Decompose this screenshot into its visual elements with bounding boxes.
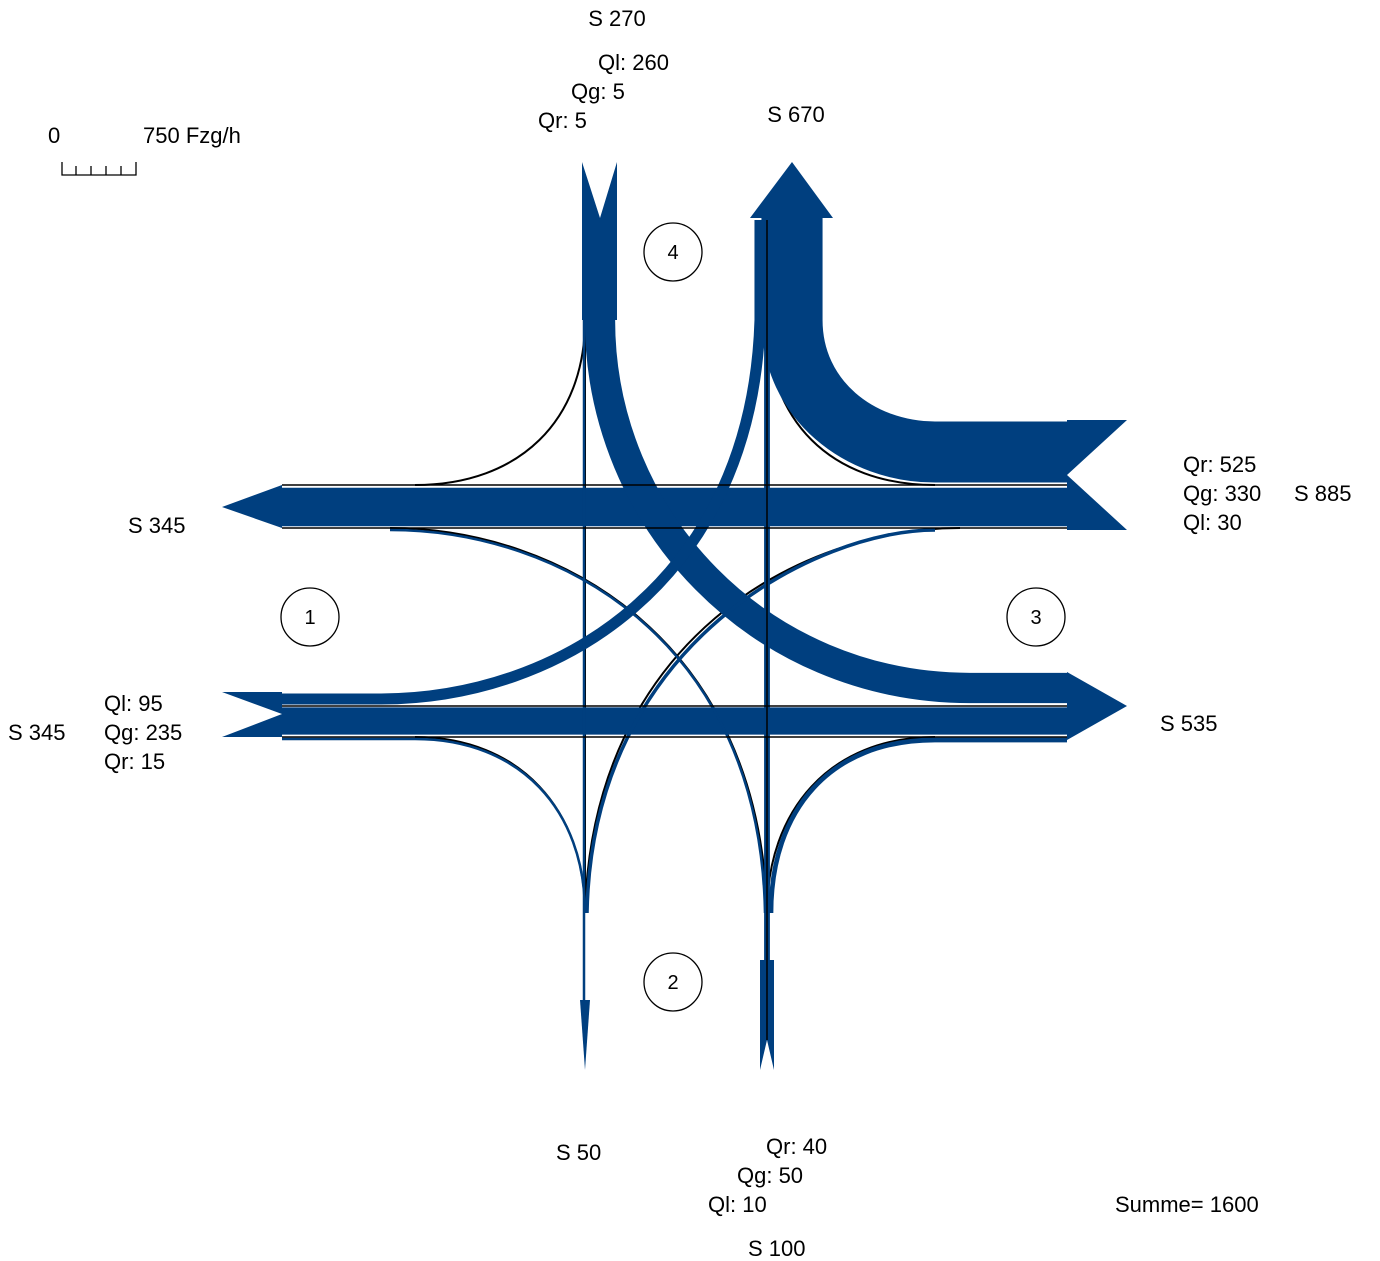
- flow-east-to-south-band: [585, 528, 936, 914]
- west-sum-in: S 345: [8, 720, 66, 745]
- east-exit-arrowhead: [1067, 672, 1127, 740]
- node-circle-east: [1006, 587, 1066, 647]
- node-number-south: 2: [667, 972, 678, 994]
- node-circle-north: [643, 222, 703, 282]
- flow-south-to-east-band: [768, 737, 1067, 914]
- flow-west-to-north-band: [282, 220, 766, 705]
- flow-bands: [282, 218, 1067, 1040]
- west-qg: Qg: 235: [104, 720, 182, 745]
- flow-east-to-north-band: [761, 218, 1067, 483]
- east-ql: Ql: 30: [1183, 510, 1242, 535]
- west-exit-arrowhead: [222, 485, 282, 528]
- west-ql: Ql: 95: [104, 691, 163, 716]
- east-arm-labels: Qr: 525 Qg: 330 S 885 Ql: 30 S 535: [1160, 452, 1352, 736]
- scale-zero-label: 0: [48, 123, 60, 148]
- node-number-north: 4: [667, 242, 678, 264]
- north-sum-out: S 670: [767, 102, 825, 127]
- south-exit-arrowhead: [580, 1000, 590, 1070]
- scale-ticks: [61, 162, 137, 176]
- south-sum-out: S 50: [556, 1140, 601, 1165]
- node-markers: 1 2 3 4: [280, 222, 1066, 1012]
- flow-north-to-east-band: [584, 319, 1067, 704]
- north-exit-arrowhead: [750, 162, 833, 218]
- east-qr: Qr: 525: [1183, 452, 1256, 477]
- east-sum-in: S 885: [1294, 481, 1352, 506]
- flow-west-to-south-band: [282, 737, 587, 914]
- east-entry-notch: [1067, 420, 1127, 530]
- west-sum-out: S 345: [128, 513, 186, 538]
- outline-se-corner: [766, 736, 936, 914]
- node-circle-west: [280, 587, 340, 647]
- lane-lines: [282, 220, 1067, 1040]
- north-qr: Qr: 5: [538, 108, 587, 133]
- north-ql: Ql: 260: [598, 50, 669, 75]
- west-entry-notch: [222, 692, 282, 737]
- flow-south-to-west-band: [389, 528, 767, 914]
- north-entry-notch: [582, 162, 617, 320]
- south-qr: Qr: 40: [766, 1134, 827, 1159]
- north-arm-labels: S 270 Ql: 260 Qg: 5 Qr: 5 S 670: [538, 6, 825, 133]
- east-qg: Qg: 330: [1183, 481, 1261, 506]
- node-number-west: 1: [304, 607, 315, 629]
- west-arm-labels: S 345 Ql: 95 S 345 Qg: 235 Qr: 15: [8, 513, 186, 774]
- south-qg: Qg: 50: [737, 1163, 803, 1188]
- south-sum-in: S 100: [748, 1236, 806, 1261]
- east-sum-out: S 535: [1160, 711, 1218, 736]
- total-sum: Summe= 1600: [1115, 1192, 1259, 1217]
- arm-arrows: [222, 162, 1127, 1070]
- west-qr: Qr: 15: [104, 749, 165, 774]
- outline-sw-corner: [414, 736, 586, 914]
- north-qg: Qg: 5: [571, 79, 625, 104]
- node-number-east: 3: [1030, 607, 1041, 629]
- south-arm-labels: S 50 Qr: 40 Qg: 50 Ql: 10 S 100: [556, 1134, 827, 1261]
- outline-nw-corner: [414, 319, 586, 486]
- south-ql: Ql: 10: [708, 1192, 767, 1217]
- scale-max-label: 750 Fzg/h: [143, 123, 241, 148]
- node-circle-south: [643, 952, 703, 1012]
- north-sum-in: S 270: [588, 6, 646, 31]
- scale-bar: 0 750 Fzg/h: [48, 123, 241, 176]
